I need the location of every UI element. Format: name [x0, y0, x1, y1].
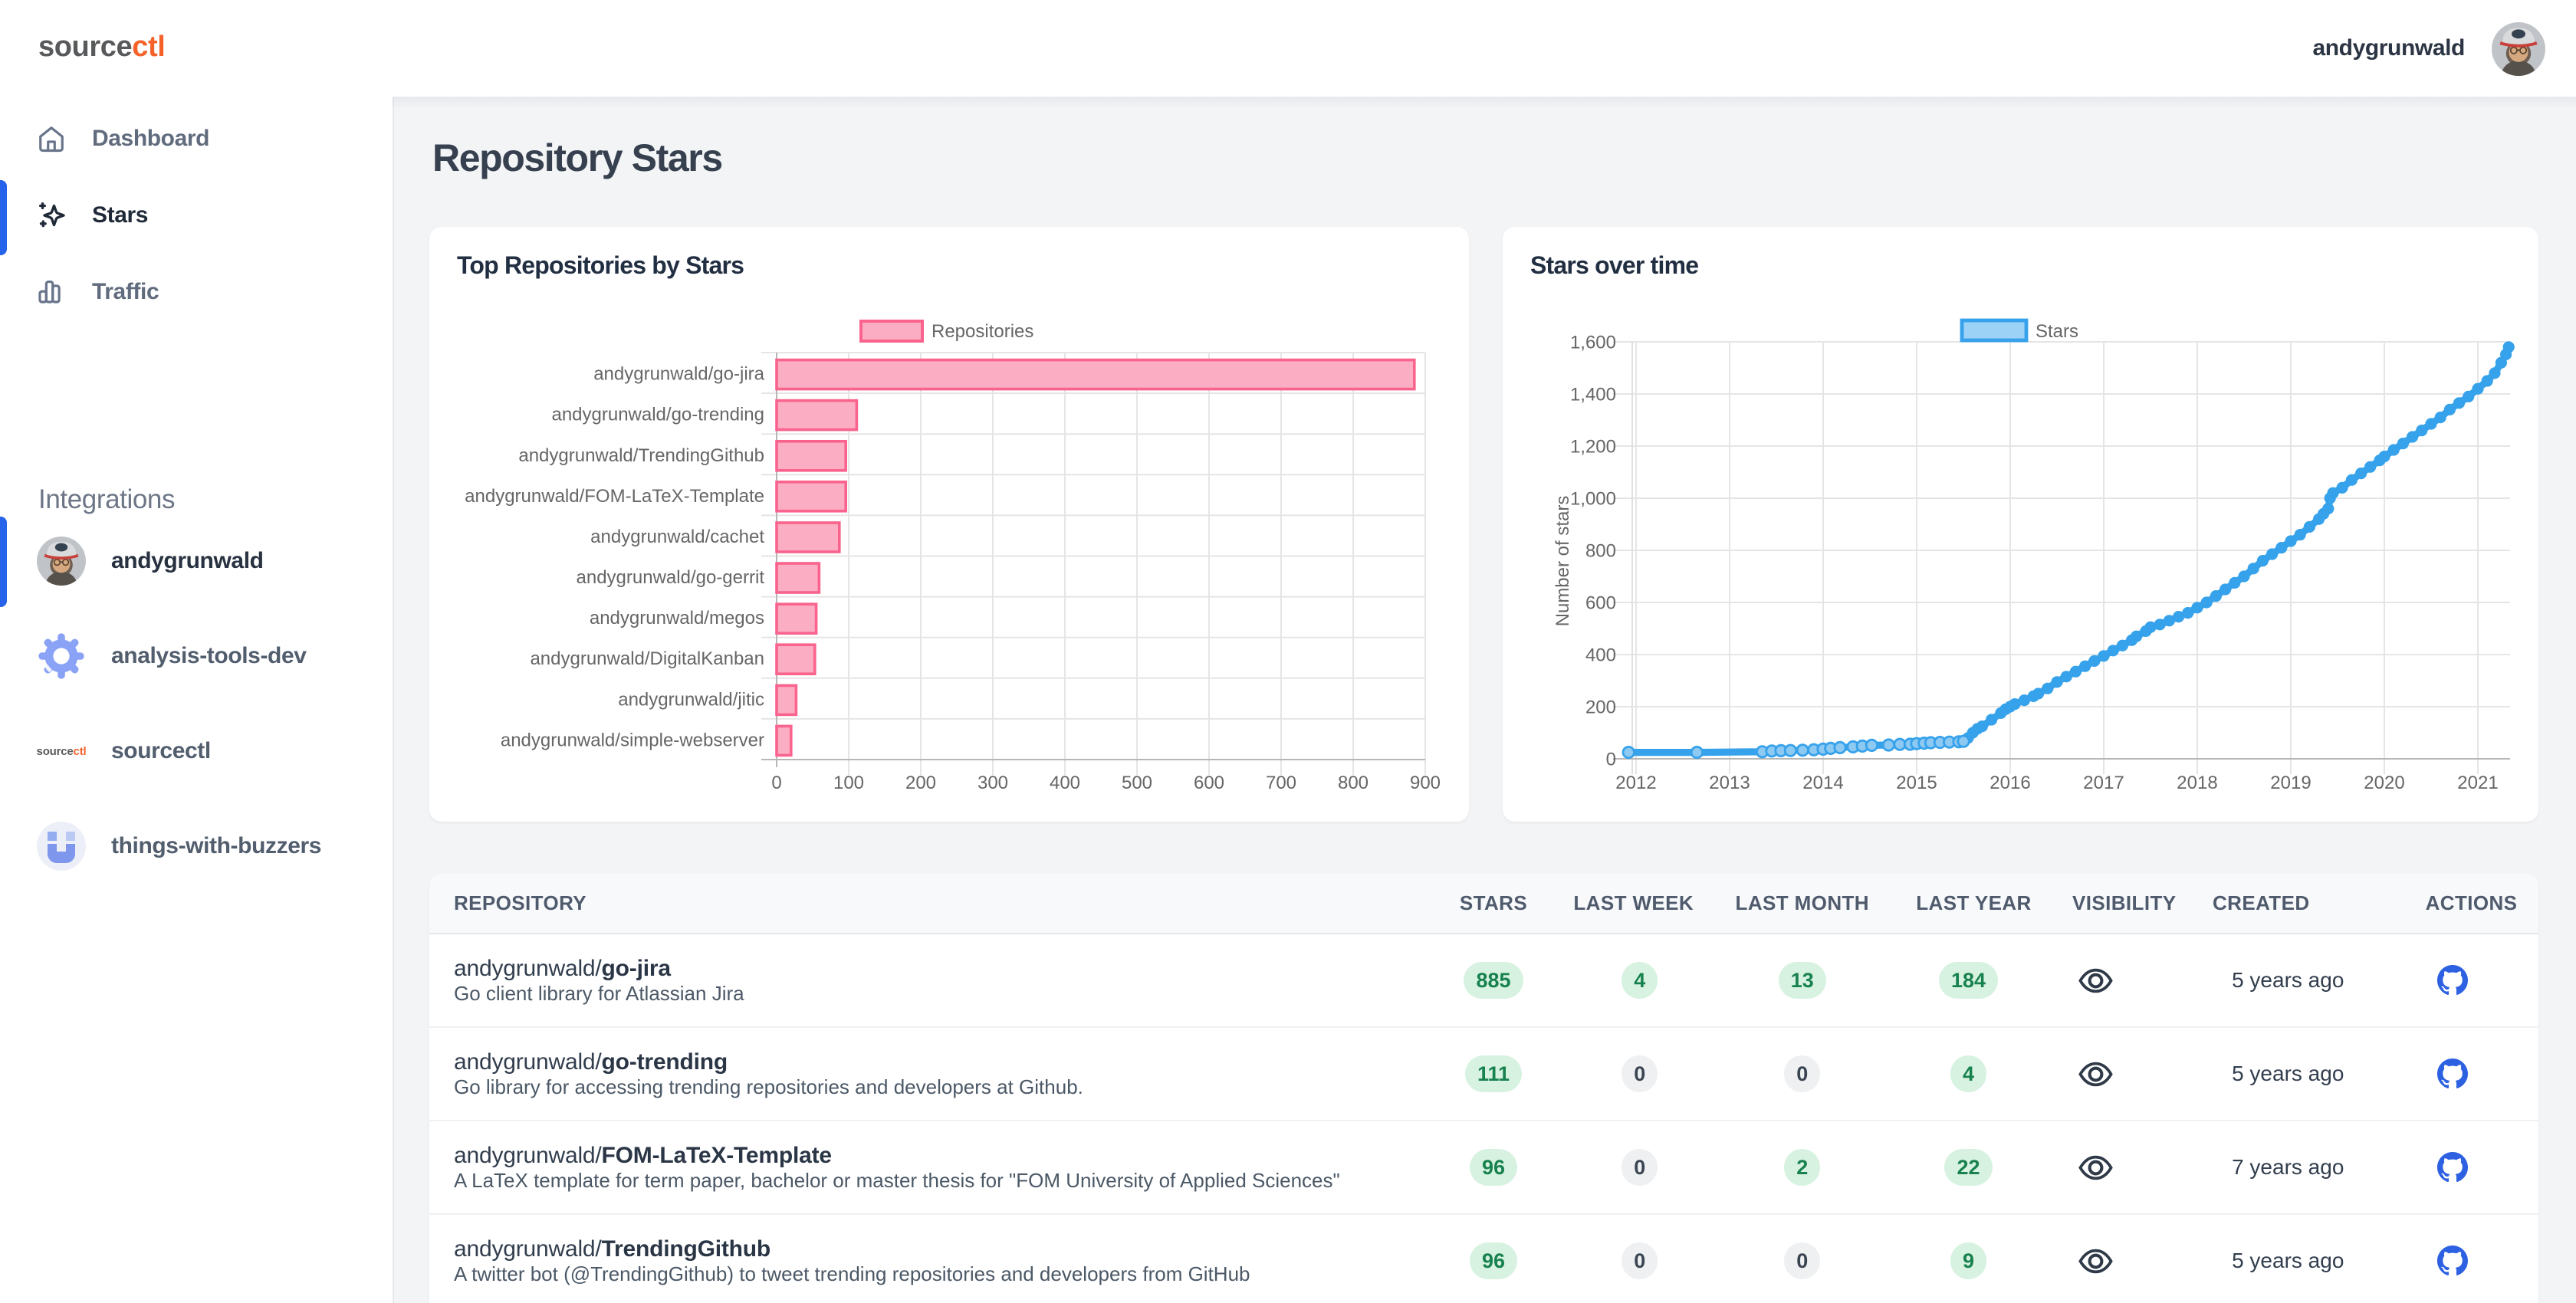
svg-text:1,400: 1,400 [1570, 385, 1616, 405]
svg-text:2017: 2017 [2083, 773, 2124, 793]
svg-text:andygrunwald/jitic: andygrunwald/jitic [618, 689, 764, 710]
svg-text:Repositories: Repositories [932, 321, 1033, 342]
svg-text:0: 0 [771, 773, 781, 793]
svg-text:2020: 2020 [2364, 773, 2404, 793]
svg-text:700: 700 [1266, 773, 1296, 793]
svg-text:400: 400 [1585, 645, 1616, 666]
svg-text:1,600: 1,600 [1570, 333, 1616, 353]
svg-text:1,000: 1,000 [1570, 489, 1616, 510]
svg-text:200: 200 [905, 773, 936, 793]
svg-text:andygrunwald/go-gerrit: andygrunwald/go-gerrit [577, 567, 765, 588]
svg-text:Number of stars: Number of stars [1552, 496, 1573, 627]
svg-text:400: 400 [1050, 773, 1080, 793]
svg-text:600: 600 [1194, 773, 1224, 793]
svg-text:andygrunwald/go-jira: andygrunwald/go-jira [593, 364, 764, 385]
svg-text:andygrunwald/cachet: andygrunwald/cachet [590, 527, 764, 547]
svg-text:2014: 2014 [1802, 773, 1843, 793]
svg-text:300: 300 [978, 773, 1008, 793]
svg-text:Stars: Stars [2036, 321, 2078, 342]
svg-text:andygrunwald/TrendingGithub: andygrunwald/TrendingGithub [518, 445, 764, 466]
svg-text:2013: 2013 [1709, 773, 1750, 793]
svg-text:2015: 2015 [1896, 773, 1937, 793]
svg-text:2018: 2018 [2177, 773, 2217, 793]
svg-text:andygrunwald/FOM-LaTeX-Templat: andygrunwald/FOM-LaTeX-Template [465, 486, 764, 507]
svg-text:200: 200 [1585, 697, 1616, 718]
svg-text:900: 900 [1410, 773, 1441, 793]
svg-text:andygrunwald/DigitalKanban: andygrunwald/DigitalKanban [530, 648, 764, 669]
svg-text:500: 500 [1122, 773, 1152, 793]
svg-text:0: 0 [1606, 750, 1616, 770]
svg-text:600: 600 [1585, 593, 1616, 614]
svg-text:2016: 2016 [1990, 773, 2030, 793]
svg-text:1,200: 1,200 [1570, 437, 1616, 458]
svg-text:2021: 2021 [2457, 773, 2498, 793]
svg-text:andygrunwald/megos: andygrunwald/megos [590, 608, 764, 629]
svg-text:2012: 2012 [1615, 773, 1656, 793]
svg-text:andygrunwald/simple-webserver: andygrunwald/simple-webserver [501, 730, 764, 750]
svg-text:800: 800 [1338, 773, 1368, 793]
svg-text:andygrunwald/go-trending: andygrunwald/go-trending [551, 405, 764, 425]
svg-text:2019: 2019 [2270, 773, 2311, 793]
svg-text:100: 100 [833, 773, 864, 793]
svg-text:800: 800 [1585, 541, 1616, 562]
